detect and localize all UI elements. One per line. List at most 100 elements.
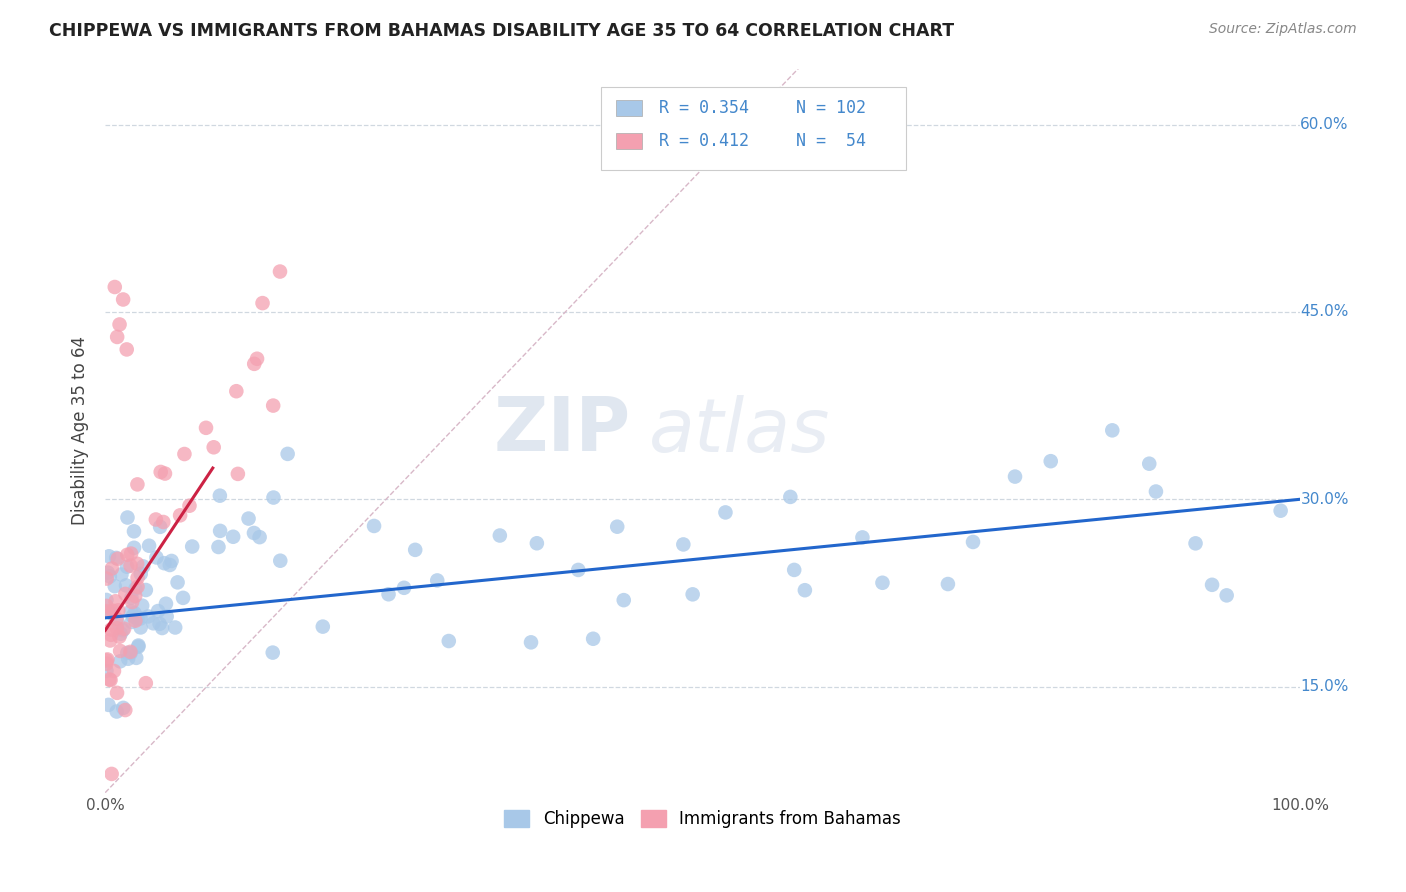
Point (97, 566, 120, 580)
Point (149, 465, 172, 479)
Point (122, 524, 145, 539)
Point (124, 614, 146, 628)
Point (127, 639, 149, 653)
Point (155, 597, 177, 611)
Point (104, 594, 127, 608)
Point (138, 539, 160, 553)
Point (179, 499, 201, 513)
Point (1101, 423, 1123, 437)
Point (117, 646, 139, 660)
Point (1184, 536, 1206, 550)
Point (1137, 457, 1160, 471)
Point (222, 530, 245, 544)
Point (392, 581, 415, 595)
Point (243, 357, 266, 371)
Point (107, 551, 129, 566)
Point (404, 542, 426, 557)
Point (1215, 588, 1237, 602)
Point (132, 559, 155, 574)
Point (195, 421, 218, 435)
Point (169, 508, 191, 523)
Point (96, 599, 118, 613)
Point (120, 646, 142, 660)
Point (110, 567, 132, 582)
Point (150, 621, 173, 635)
Point (783, 563, 806, 577)
Point (202, 440, 225, 454)
Point (124, 582, 146, 596)
Text: atlas: atlas (650, 394, 831, 467)
Text: CHIPPEWA VS IMMIGRANTS FROM BAHAMAS DISABILITY AGE 35 TO 64 CORRELATION CHART: CHIPPEWA VS IMMIGRANTS FROM BAHAMAS DISA… (49, 22, 955, 40)
Point (520, 635, 543, 649)
Point (115, 343, 138, 357)
Point (105, 612, 128, 626)
Point (104, 579, 127, 593)
Point (112, 293, 135, 307)
Point (488, 528, 510, 542)
Point (96, 572, 118, 586)
Point (243, 526, 266, 541)
Point (120, 547, 142, 561)
Point (100, 673, 122, 687)
Point (127, 557, 149, 571)
Point (98, 673, 121, 687)
Point (121, 595, 143, 609)
Point (125, 651, 148, 665)
Point (173, 447, 195, 461)
Point (238, 511, 260, 525)
Point (100, 767, 122, 781)
Point (96, 664, 118, 678)
Point (962, 535, 984, 549)
Y-axis label: Disability Age 35 to 64: Disability Age 35 to 64 (72, 336, 89, 525)
Point (96, 604, 118, 618)
Point (679, 124, 702, 138)
Point (96, 657, 118, 671)
Point (96, 652, 118, 666)
Point (105, 550, 128, 565)
Text: N = 102: N = 102 (796, 99, 866, 118)
Point (672, 537, 695, 551)
Text: 15.0%: 15.0% (1301, 679, 1348, 694)
Text: 30.0%: 30.0% (1301, 491, 1348, 507)
Point (101, 607, 124, 621)
Point (181, 540, 204, 554)
Point (101, 561, 124, 575)
Point (105, 686, 128, 700)
Point (779, 490, 801, 504)
Point (97, 698, 120, 712)
Point (121, 609, 143, 624)
Point (262, 399, 284, 413)
Point (127, 640, 149, 654)
Point (103, 664, 125, 678)
Point (936, 577, 959, 591)
Point (225, 384, 247, 399)
Point (249, 530, 271, 544)
Point (136, 609, 159, 624)
Point (166, 575, 188, 590)
Text: 60.0%: 60.0% (1301, 117, 1348, 132)
Point (252, 296, 274, 310)
Point (105, 705, 128, 719)
Point (1201, 578, 1223, 592)
Point (613, 593, 636, 607)
Point (263, 491, 285, 505)
Point (121, 615, 143, 629)
Point (1144, 484, 1167, 499)
Point (110, 626, 132, 640)
Point (426, 574, 449, 588)
Point (269, 554, 291, 568)
Point (112, 622, 135, 636)
Point (793, 583, 815, 598)
Point (115, 559, 138, 574)
Text: ZIP: ZIP (494, 394, 631, 467)
Point (165, 620, 187, 634)
Point (127, 612, 149, 626)
Point (105, 621, 128, 635)
Point (107, 615, 129, 630)
Point (129, 611, 152, 625)
Point (100, 628, 122, 642)
Point (97, 605, 120, 619)
Point (127, 571, 149, 585)
Point (567, 563, 589, 577)
Point (246, 351, 269, 366)
